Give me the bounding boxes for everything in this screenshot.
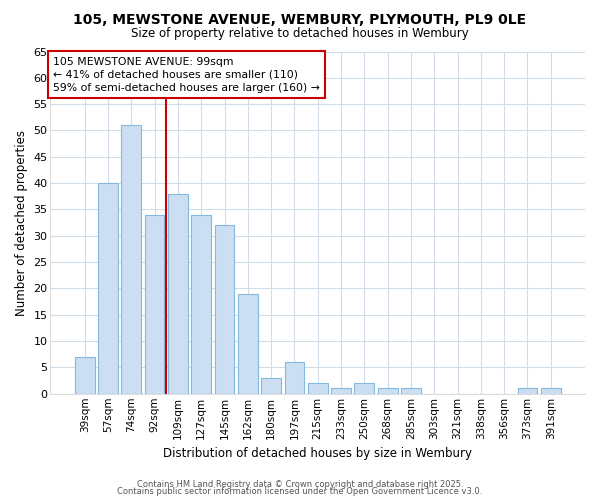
Bar — [261, 378, 281, 394]
Text: Contains HM Land Registry data © Crown copyright and database right 2025.: Contains HM Land Registry data © Crown c… — [137, 480, 463, 489]
Text: 105 MEWSTONE AVENUE: 99sqm
← 41% of detached houses are smaller (110)
59% of sem: 105 MEWSTONE AVENUE: 99sqm ← 41% of deta… — [53, 56, 320, 93]
Bar — [378, 388, 398, 394]
Bar — [168, 194, 188, 394]
Bar — [75, 357, 95, 394]
Bar — [121, 125, 141, 394]
Bar — [238, 294, 258, 394]
X-axis label: Distribution of detached houses by size in Wembury: Distribution of detached houses by size … — [163, 447, 472, 460]
Text: Contains public sector information licensed under the Open Government Licence v3: Contains public sector information licen… — [118, 487, 482, 496]
Bar — [98, 183, 118, 394]
Bar — [215, 226, 235, 394]
Text: Size of property relative to detached houses in Wembury: Size of property relative to detached ho… — [131, 28, 469, 40]
Text: 105, MEWSTONE AVENUE, WEMBURY, PLYMOUTH, PL9 0LE: 105, MEWSTONE AVENUE, WEMBURY, PLYMOUTH,… — [73, 12, 527, 26]
Y-axis label: Number of detached properties: Number of detached properties — [15, 130, 28, 316]
Bar — [284, 362, 304, 394]
Bar — [355, 383, 374, 394]
Bar — [401, 388, 421, 394]
Bar — [308, 383, 328, 394]
Bar — [541, 388, 561, 394]
Bar — [145, 214, 164, 394]
Bar — [331, 388, 351, 394]
Bar — [518, 388, 538, 394]
Bar — [191, 214, 211, 394]
